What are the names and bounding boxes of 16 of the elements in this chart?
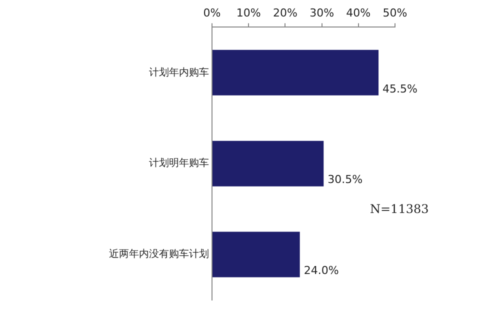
data-label: 24.0%: [304, 264, 339, 278]
x-tick-label: 10%: [236, 6, 261, 20]
y-tick-label: 计划年内购车: [149, 66, 209, 78]
data-label: 45.5%: [382, 82, 418, 96]
data-label: 30.5%: [328, 173, 363, 186]
bar: [212, 50, 379, 96]
x-tick-label: 20%: [272, 6, 298, 20]
x-tick-label: 40%: [346, 6, 371, 20]
annotation: N=11383: [370, 202, 429, 216]
x-tick-label: 50%: [382, 6, 408, 20]
bar: [212, 232, 300, 278]
y-tick-label: 近两年内没有购车计划: [109, 248, 209, 260]
y-tick-label: 计划明年购车: [149, 157, 209, 170]
x-tick-label: 0%: [203, 6, 221, 20]
x-tick-label: 30%: [310, 6, 334, 20]
bar: [212, 140, 324, 186]
